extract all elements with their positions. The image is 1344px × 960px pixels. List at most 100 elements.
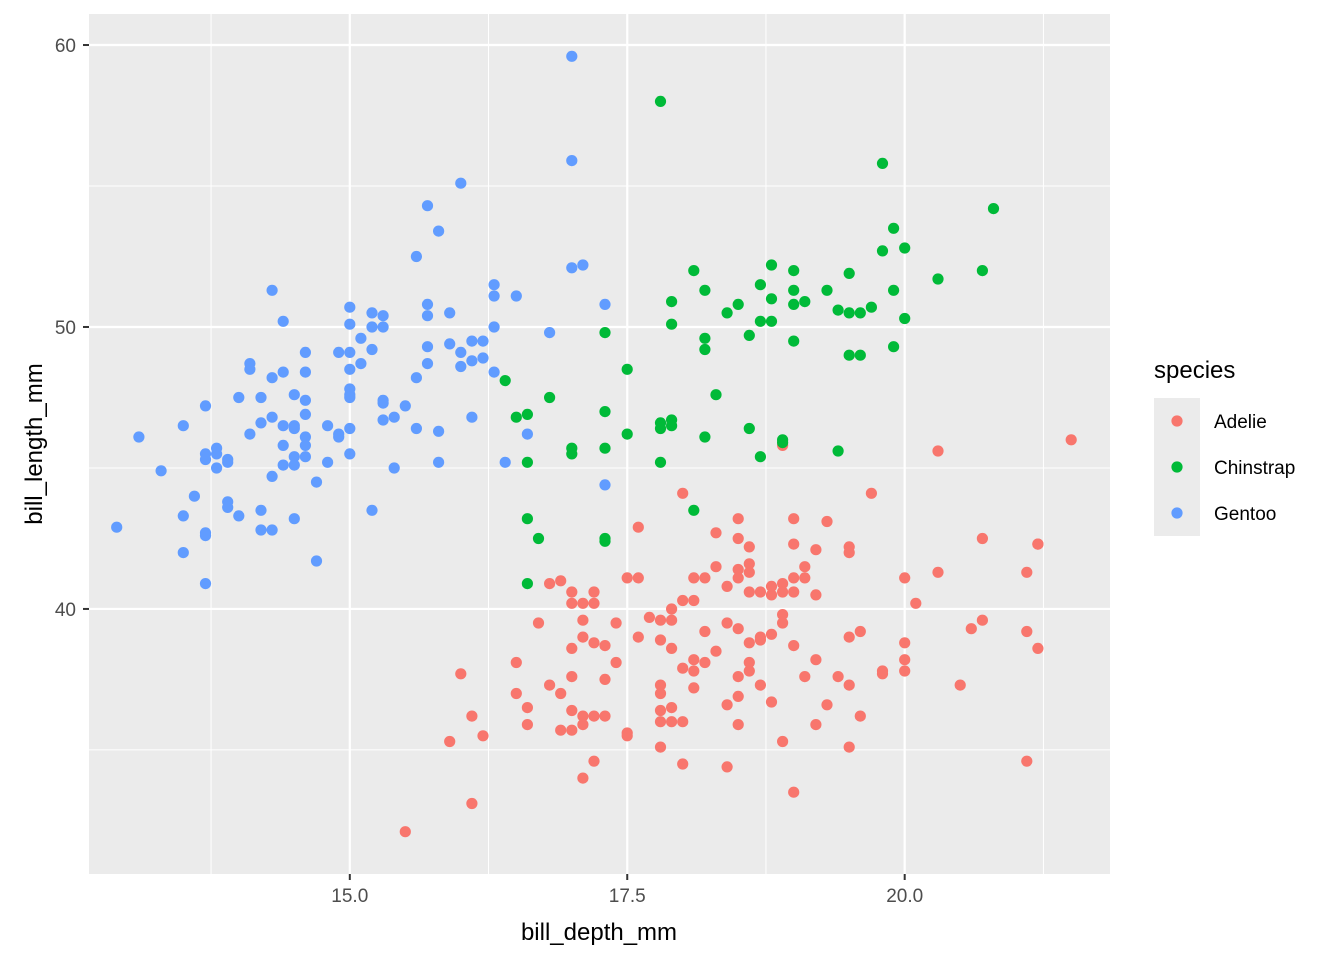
point-adelie [555,724,567,736]
point-adelie [732,719,744,731]
point-chinstrap [544,391,556,404]
point-adelie [588,755,600,767]
point-gentoo [277,459,289,471]
point-gentoo [544,327,556,339]
point-adelie [532,617,545,629]
point-adelie [599,673,611,686]
point-gentoo [255,417,267,429]
point-gentoo [255,504,267,516]
point-chinstrap [654,456,667,468]
point-gentoo [277,439,289,451]
point-chinstrap [777,437,789,449]
point-adelie [654,634,667,646]
point-adelie [577,710,589,722]
point-gentoo [421,358,434,370]
point-adelie [843,631,855,643]
point-chinstrap [666,318,678,330]
point-gentoo [410,372,422,384]
point-adelie [721,761,733,773]
point-adelie [588,637,600,649]
y-tick-label: 40 [55,600,76,621]
point-chinstrap [754,315,767,327]
point-adelie [799,572,811,584]
point-gentoo [188,490,200,502]
point-adelie [721,617,733,629]
point-adelie [466,710,478,722]
point-gentoo [499,456,511,468]
point-gentoo [344,301,356,313]
point-gentoo [466,411,478,423]
point-gentoo [599,298,611,310]
point-chinstrap [932,273,944,285]
point-chinstrap [599,327,611,339]
point-gentoo [455,360,467,373]
point-gentoo [211,462,223,474]
point-gentoo [488,366,500,378]
point-adelie [899,572,911,584]
point-chinstrap [699,332,711,344]
point-gentoo [288,513,300,525]
point-adelie [743,637,755,649]
point-adelie [510,687,522,700]
point-adelie [743,558,755,570]
minor-gridlines [89,14,1110,874]
point-chinstrap [865,301,878,313]
point-gentoo [355,332,367,344]
point-adelie [976,532,989,545]
point-gentoo [266,411,278,423]
point-adelie [666,614,678,626]
point-adelie [399,826,411,838]
point-gentoo [488,290,500,302]
point-chinstrap [876,157,889,169]
legend-swatch-gentoo [1171,507,1183,519]
point-gentoo [288,459,300,471]
point-gentoo [521,428,534,440]
point-chinstrap [510,411,522,423]
point-chinstrap [888,222,900,234]
point-adelie [1021,755,1033,767]
point-adelie [810,719,822,731]
point-adelie [854,625,866,638]
point-gentoo [366,343,378,356]
plot-panel [89,14,1110,874]
point-chinstrap [765,293,778,305]
point-gentoo [310,476,323,488]
point-gentoo [299,366,311,378]
point-adelie [743,566,755,578]
point-adelie [754,631,767,643]
point-adelie [754,586,767,598]
point-chinstrap [832,445,844,457]
point-gentoo [566,50,578,62]
x-tick-label: 15.0 [331,886,368,907]
point-chinstrap [521,408,534,420]
point-chinstrap [843,267,855,279]
point-gentoo [344,391,356,404]
point-gentoo [377,394,389,406]
point-chinstrap [888,284,900,296]
x-axis-ticks: 15.0 17.5 20.0 [331,874,923,907]
point-adelie [621,572,633,584]
x-tick-label: 17.5 [609,886,646,907]
point-adelie [821,515,833,528]
legend-label-gentoo: Gentoo [1214,504,1276,525]
legend-items: Adelie Chinstrap Gentoo [1154,398,1295,536]
point-chinstrap [521,513,534,525]
point-adelie [743,656,755,669]
point-adelie [788,586,800,598]
point-chinstrap [521,456,534,468]
point-chinstrap [532,532,545,545]
point-gentoo [277,315,289,327]
point-gentoo [333,346,345,358]
point-adelie [732,513,744,525]
point-gentoo [344,363,356,375]
point-adelie [732,623,744,635]
point-adelie [599,640,611,652]
point-adelie [555,687,567,700]
point-adelie [777,617,789,629]
point-adelie [566,704,578,717]
point-gentoo [599,479,611,491]
point-chinstrap [876,245,889,257]
point-adelie [765,589,778,601]
point-adelie [621,730,633,742]
point-adelie [699,572,711,584]
